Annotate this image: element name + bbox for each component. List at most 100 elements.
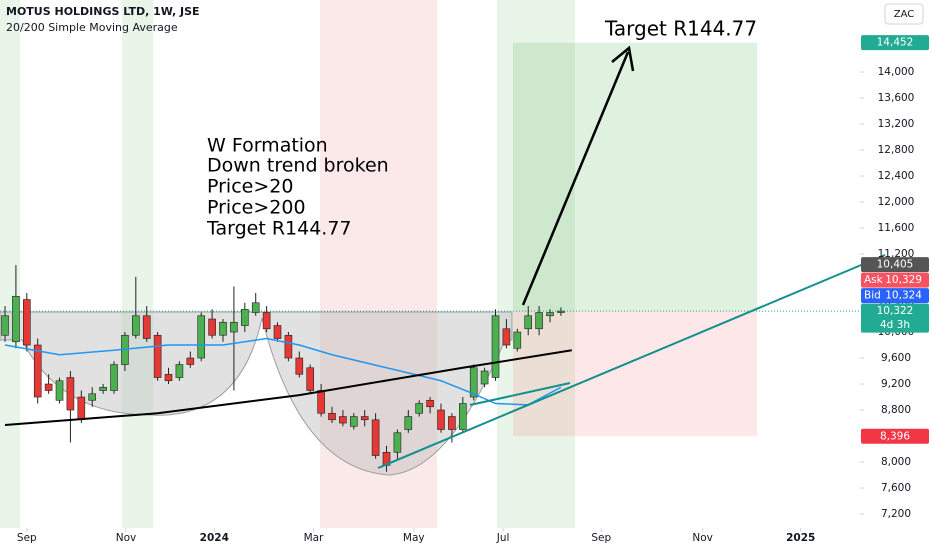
candle-body xyxy=(339,416,347,424)
target-zone xyxy=(512,42,758,312)
x-tick-label: Sep xyxy=(17,532,37,544)
candle-body xyxy=(317,390,325,414)
candle-body xyxy=(44,383,53,391)
candle-body xyxy=(437,409,445,430)
candle-body xyxy=(142,315,151,339)
candle-body xyxy=(208,318,216,336)
candle-body xyxy=(153,334,162,378)
candle-body xyxy=(66,377,75,411)
candle-body xyxy=(55,380,64,401)
moving-average xyxy=(4,349,572,426)
note-line: W Formation xyxy=(207,135,328,157)
candle-body xyxy=(513,331,522,349)
candle-body xyxy=(502,328,511,346)
candle-body xyxy=(415,403,424,414)
candle-body xyxy=(251,302,260,313)
y-tick-label: 12,000 xyxy=(878,196,915,208)
candle-body xyxy=(175,364,184,378)
price-label-box xyxy=(861,303,929,333)
note-line: Target R144.77 xyxy=(206,218,352,240)
candle-body xyxy=(328,412,336,421)
x-tick-label: 2025 xyxy=(786,532,815,544)
candle-body xyxy=(524,315,533,330)
candle-body xyxy=(469,367,478,398)
x-tick-label: May xyxy=(403,532,425,544)
x-tick-label: Nov xyxy=(116,532,137,544)
price-label-tag: Bid xyxy=(864,290,881,302)
y-tick-label: 7,200 xyxy=(881,508,911,520)
candle-body xyxy=(241,308,249,326)
candle-body xyxy=(230,321,238,333)
candle-body xyxy=(393,432,402,453)
candle-body xyxy=(557,310,565,313)
candle-body xyxy=(99,386,107,391)
candle-body xyxy=(535,312,543,330)
y-tick-label: 8,800 xyxy=(881,404,911,416)
candle-body xyxy=(262,312,271,330)
candle-body xyxy=(459,403,467,430)
w-pattern xyxy=(0,311,513,476)
price-label-box xyxy=(861,288,929,304)
price-label: 8,396 xyxy=(880,430,910,442)
drawings xyxy=(377,45,886,469)
candle-body xyxy=(350,416,358,427)
candle-body xyxy=(284,334,293,359)
currency[interactable]: ZAC xyxy=(894,9,915,20)
price-label-box xyxy=(861,272,929,288)
y-tick-label: 9,200 xyxy=(881,378,911,390)
candle-body xyxy=(448,416,456,430)
note-line: Down trend broken xyxy=(207,155,389,177)
note-line: Price>20 xyxy=(207,176,293,198)
x-tick-label: 2024 xyxy=(200,532,229,544)
candle-body xyxy=(480,370,489,385)
price-label: 10,324 xyxy=(885,290,922,302)
y-tick-label: 11,200 xyxy=(878,248,915,260)
y-tick-label: 8,000 xyxy=(881,456,911,468)
candle-body xyxy=(110,364,118,391)
x-tick-label: Nov xyxy=(692,532,713,544)
x-tick-label: Mar xyxy=(304,532,324,544)
chart-subtitle: 20/200 Simple Moving Average xyxy=(6,21,178,34)
note-line: Price>200 xyxy=(207,197,306,219)
candle-body xyxy=(371,419,380,456)
candle-body xyxy=(12,295,20,343)
target-label: Target R144.77 xyxy=(604,17,757,41)
candle-body xyxy=(164,373,173,382)
x-tick-label: Jul xyxy=(496,532,510,544)
stop-zone xyxy=(512,311,758,437)
candle-body xyxy=(197,315,206,359)
price-label-box xyxy=(861,428,929,444)
price-label: 10,329 xyxy=(885,274,922,286)
candle-body xyxy=(77,396,86,421)
y-tick-label: 9,600 xyxy=(881,352,911,364)
candle-body xyxy=(273,325,282,339)
price-label-box xyxy=(861,257,929,273)
y-tick-label: 13,200 xyxy=(878,118,915,130)
candle-body xyxy=(88,393,97,401)
y-tick-label: 11,600 xyxy=(878,222,915,234)
currency-box[interactable] xyxy=(884,3,924,25)
candle-body xyxy=(360,416,369,421)
price-label-box xyxy=(861,35,929,51)
price-label-tag: Ask xyxy=(864,274,884,286)
candle-body xyxy=(546,312,554,317)
y-tick-label: 12,400 xyxy=(878,170,915,182)
candle-body xyxy=(1,315,9,336)
y-tick-label: 13,600 xyxy=(878,92,915,104)
price-label: 14,452 xyxy=(877,37,914,49)
candle-body xyxy=(491,315,500,378)
candle-body xyxy=(186,357,195,365)
candle-body xyxy=(219,321,227,336)
session-shading xyxy=(0,0,575,528)
candle-body xyxy=(33,344,42,398)
x-tick-label: Sep xyxy=(591,532,611,544)
candle-body xyxy=(132,315,140,336)
candle-body xyxy=(404,416,413,430)
y-tick-label: 14,000 xyxy=(878,66,915,78)
moving-average xyxy=(4,337,562,406)
candle-body xyxy=(295,357,304,375)
candle-body xyxy=(23,299,31,346)
candle-body xyxy=(426,399,434,408)
candle-body xyxy=(306,367,315,391)
